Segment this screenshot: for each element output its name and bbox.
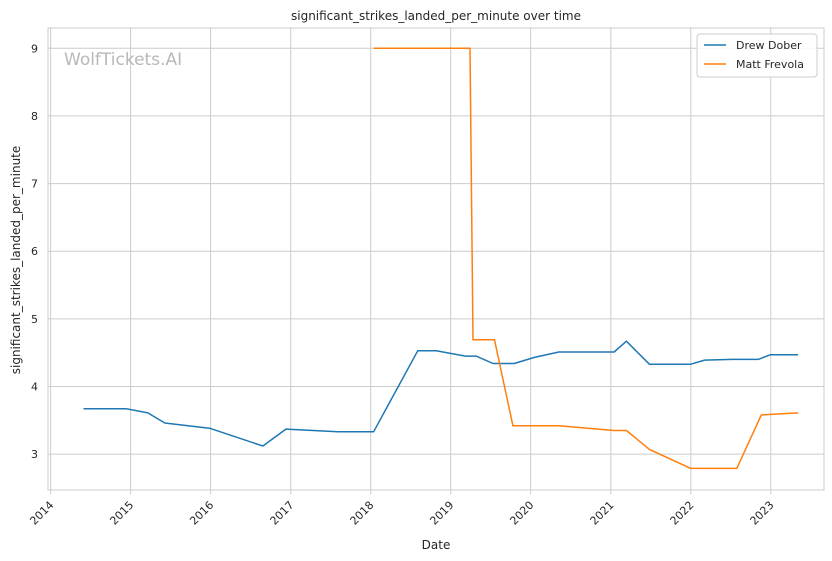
x-tick-label: 2014 — [27, 499, 56, 528]
legend-label-matt-frevola: Matt Frevola — [736, 58, 804, 71]
plot-area — [47, 27, 825, 491]
y-tick-label: 3 — [31, 448, 38, 461]
x-tick-label: 2017 — [268, 499, 297, 528]
series-line-matt-frevola — [373, 47, 799, 470]
y-tick-label: 7 — [31, 178, 38, 191]
x-tick-label: 2020 — [507, 499, 536, 528]
legend-box — [696, 33, 818, 78]
y-axis-label: significant_strikes_landed_per_minute — [9, 146, 23, 375]
x-tick-label: 2018 — [347, 499, 376, 528]
y-tick-label: 9 — [31, 42, 38, 55]
y-tick-label: 4 — [31, 381, 38, 394]
y-tick-label: 6 — [31, 245, 38, 258]
x-tick-label: 2021 — [588, 499, 617, 528]
x-tick-label: 2015 — [107, 499, 136, 528]
chart-watermark: WolfTickets.AI — [64, 50, 182, 70]
legend-label-drew-dober: Drew Dober — [736, 39, 802, 52]
x-tick-label: 2016 — [187, 499, 216, 528]
chart-title: significant_strikes_landed_per_minute ov… — [291, 9, 581, 23]
legend: Drew Dober Matt Frevola — [696, 33, 818, 78]
x-tick-label: 2023 — [748, 499, 777, 528]
x-tick-label: 2022 — [668, 499, 697, 528]
y-tick-label: 8 — [31, 110, 38, 123]
series-lines — [83, 47, 799, 470]
series-line-drew-dober — [83, 340, 799, 447]
y-tick-label: 5 — [31, 313, 38, 326]
x-tick-label: 2019 — [427, 499, 456, 528]
x-axis-label: Date — [422, 538, 451, 552]
